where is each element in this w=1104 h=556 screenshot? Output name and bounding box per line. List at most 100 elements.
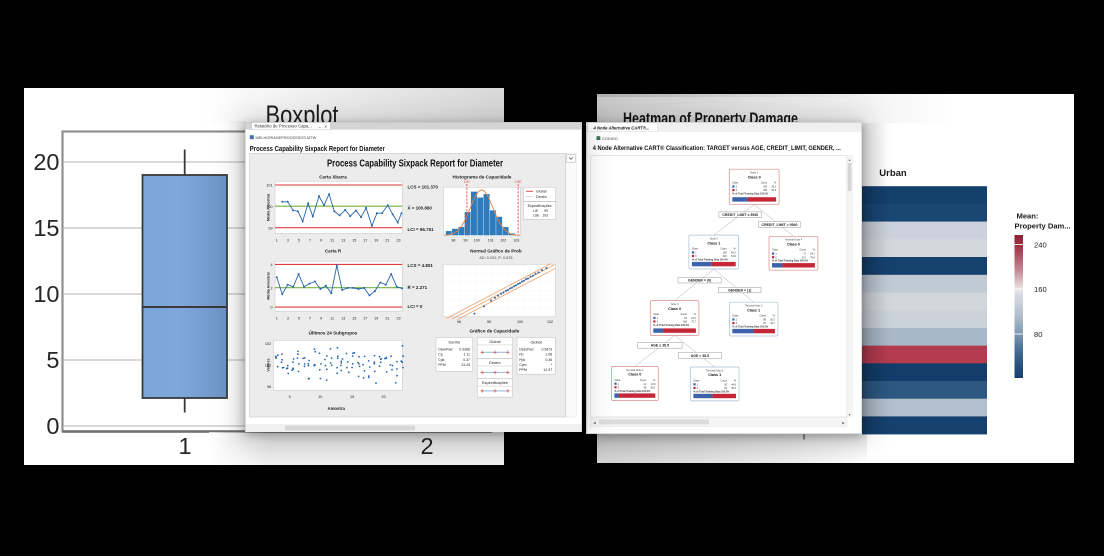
svg-text:▶: ▶: [842, 421, 845, 425]
svg-text:0: 0: [657, 321, 659, 324]
svg-text:Count: Count: [640, 379, 647, 382]
svg-text:LCS = 101.370: LCS = 101.370: [408, 184, 439, 189]
svg-text:Class 0: Class 0: [748, 175, 761, 179]
svg-text:Class 1: Class 1: [707, 241, 720, 245]
svg-text:Count: Count: [761, 182, 768, 185]
svg-text:LSE: LSE: [533, 214, 540, 218]
svg-text:Class 0: Class 0: [668, 307, 681, 311]
svg-text:0: 0: [697, 387, 699, 390]
svg-text:21: 21: [385, 317, 389, 321]
svg-text:Terminal Node 3: Terminal Node 3: [745, 305, 763, 308]
svg-text:Node 1: Node 1: [750, 172, 758, 175]
svg-text:19: 19: [374, 239, 378, 243]
svg-text:Relatório de Processo Capa...: Relatório de Processo Capa...: [255, 123, 312, 128]
svg-text:80: 80: [1034, 330, 1042, 339]
svg-text:%: %: [774, 182, 777, 185]
svg-text:Dentro: Dentro: [489, 360, 501, 365]
svg-text:160: 160: [1034, 285, 1047, 294]
svg-text:% of Total Training Data 100.0: % of Total Training Data 100.0%: [614, 390, 651, 393]
svg-text:%: %: [653, 379, 656, 382]
svg-text:89.1: 89.1: [651, 386, 656, 389]
svg-text:Média Amostral: Média Amostral: [267, 272, 271, 299]
svg-text:Class: Class: [614, 379, 621, 382]
svg-text:19: 19: [374, 317, 378, 321]
svg-text:24.1: 24.1: [810, 253, 815, 256]
svg-text:35.1: 35.1: [771, 186, 776, 189]
svg-text:Dentro: Dentro: [536, 195, 547, 199]
svg-text:15: 15: [352, 317, 356, 321]
svg-text:Gráfico de Capacidade: Gráfico de Capacidade: [470, 328, 520, 333]
svg-text:13: 13: [341, 239, 345, 243]
svg-text:3: 3: [287, 239, 289, 243]
svg-text:240: 240: [1034, 241, 1047, 250]
svg-text:Média Amostral: Média Amostral: [267, 194, 271, 221]
svg-text:4 Node Alternative CART® Class: 4 Node Alternative CART® Classification:…: [593, 145, 841, 152]
svg-text:45.2: 45.2: [731, 252, 736, 255]
svg-text:21: 21: [385, 239, 389, 243]
svg-text:98: 98: [267, 385, 271, 389]
svg-text:98: 98: [487, 320, 491, 324]
svg-text:23: 23: [396, 317, 400, 321]
svg-text:Últimos 24 Subgrupos: Últimos 24 Subgrupos: [309, 329, 358, 335]
svg-text:9: 9: [320, 239, 322, 243]
svg-text:4: 4: [270, 263, 272, 267]
svg-text:0: 0: [618, 386, 620, 389]
svg-text:20: 20: [382, 395, 386, 399]
svg-text:9: 9: [320, 317, 322, 321]
svg-text:DesvPad: DesvPad: [519, 347, 533, 351]
svg-text:1.08: 1.08: [545, 353, 552, 357]
svg-text:99: 99: [268, 226, 272, 230]
svg-text:Terminal Node 4: Terminal Node 4: [785, 239, 803, 242]
svg-text:◀: ◀: [593, 421, 596, 425]
svg-text:455: 455: [763, 189, 768, 192]
svg-text:55.4: 55.4: [731, 387, 736, 390]
svg-text:Ppk: Ppk: [519, 358, 525, 362]
svg-text:GENDER = (1): GENDER = (1): [728, 288, 751, 292]
svg-text:54: 54: [684, 317, 687, 320]
svg-text:%: %: [734, 248, 737, 251]
svg-text:LSE: LSE: [515, 180, 523, 184]
svg-text:15: 15: [352, 239, 356, 243]
svg-text:%: %: [773, 315, 776, 318]
svg-text:Cpk: Cpk: [438, 358, 444, 362]
svg-text:75.7: 75.7: [691, 321, 696, 324]
svg-text:%: %: [734, 379, 737, 382]
svg-text:Count: Count: [800, 249, 807, 252]
svg-text:Global: Global: [536, 190, 547, 194]
svg-text:100: 100: [266, 205, 272, 209]
svg-text:5: 5: [298, 239, 300, 243]
svg-text:Especificações: Especificações: [482, 380, 508, 385]
svg-text:Dentro: Dentro: [449, 339, 461, 344]
svg-text:11: 11: [330, 239, 334, 243]
svg-text:1: 1: [736, 319, 738, 322]
svg-text:Terminal Node 2: Terminal Node 2: [706, 369, 724, 372]
svg-text:Valores: Valores: [267, 358, 271, 371]
svg-text:Carta R: Carta R: [325, 248, 342, 253]
svg-text:5: 5: [298, 317, 300, 321]
svg-text:Especificações: Especificações: [528, 204, 552, 208]
svg-text:Terminal Node 1: Terminal Node 1: [626, 369, 644, 372]
svg-text:% of Total Training Data 100.0: % of Total Training Data 100.0%: [653, 324, 690, 327]
svg-text:15: 15: [33, 215, 59, 241]
svg-text:0: 0: [736, 189, 738, 192]
svg-text:44.6: 44.6: [731, 383, 736, 386]
svg-text:103: 103: [542, 214, 548, 218]
svg-text:3: 3: [287, 317, 289, 321]
svg-text:Mean:: Mean:: [1017, 212, 1039, 221]
svg-text:17: 17: [363, 317, 367, 321]
svg-text:Process Capability Sixpack Rep: Process Capability Sixpack Report for Di…: [327, 159, 503, 170]
svg-text:10.9: 10.9: [651, 383, 656, 386]
svg-text:PPM: PPM: [519, 368, 527, 372]
svg-text:1: 1: [276, 239, 278, 243]
svg-text:245: 245: [763, 186, 768, 189]
svg-text:AGE > 38.5: AGE > 38.5: [691, 354, 709, 358]
svg-text:Amostra: Amostra: [327, 406, 345, 411]
svg-text:Histograma de Capacidade: Histograma de Capacidade: [453, 174, 512, 179]
svg-text:Pp: Pp: [519, 353, 523, 357]
svg-text:1: 1: [178, 433, 191, 459]
svg-text:AD: 0.201, P: 0.878: AD: 0.201, P: 0.878: [479, 256, 512, 260]
svg-text:1: 1: [695, 252, 697, 255]
svg-text:0.9366: 0.9366: [459, 347, 470, 351]
svg-text:50.3: 50.3: [770, 319, 775, 322]
svg-text:72: 72: [803, 253, 806, 256]
